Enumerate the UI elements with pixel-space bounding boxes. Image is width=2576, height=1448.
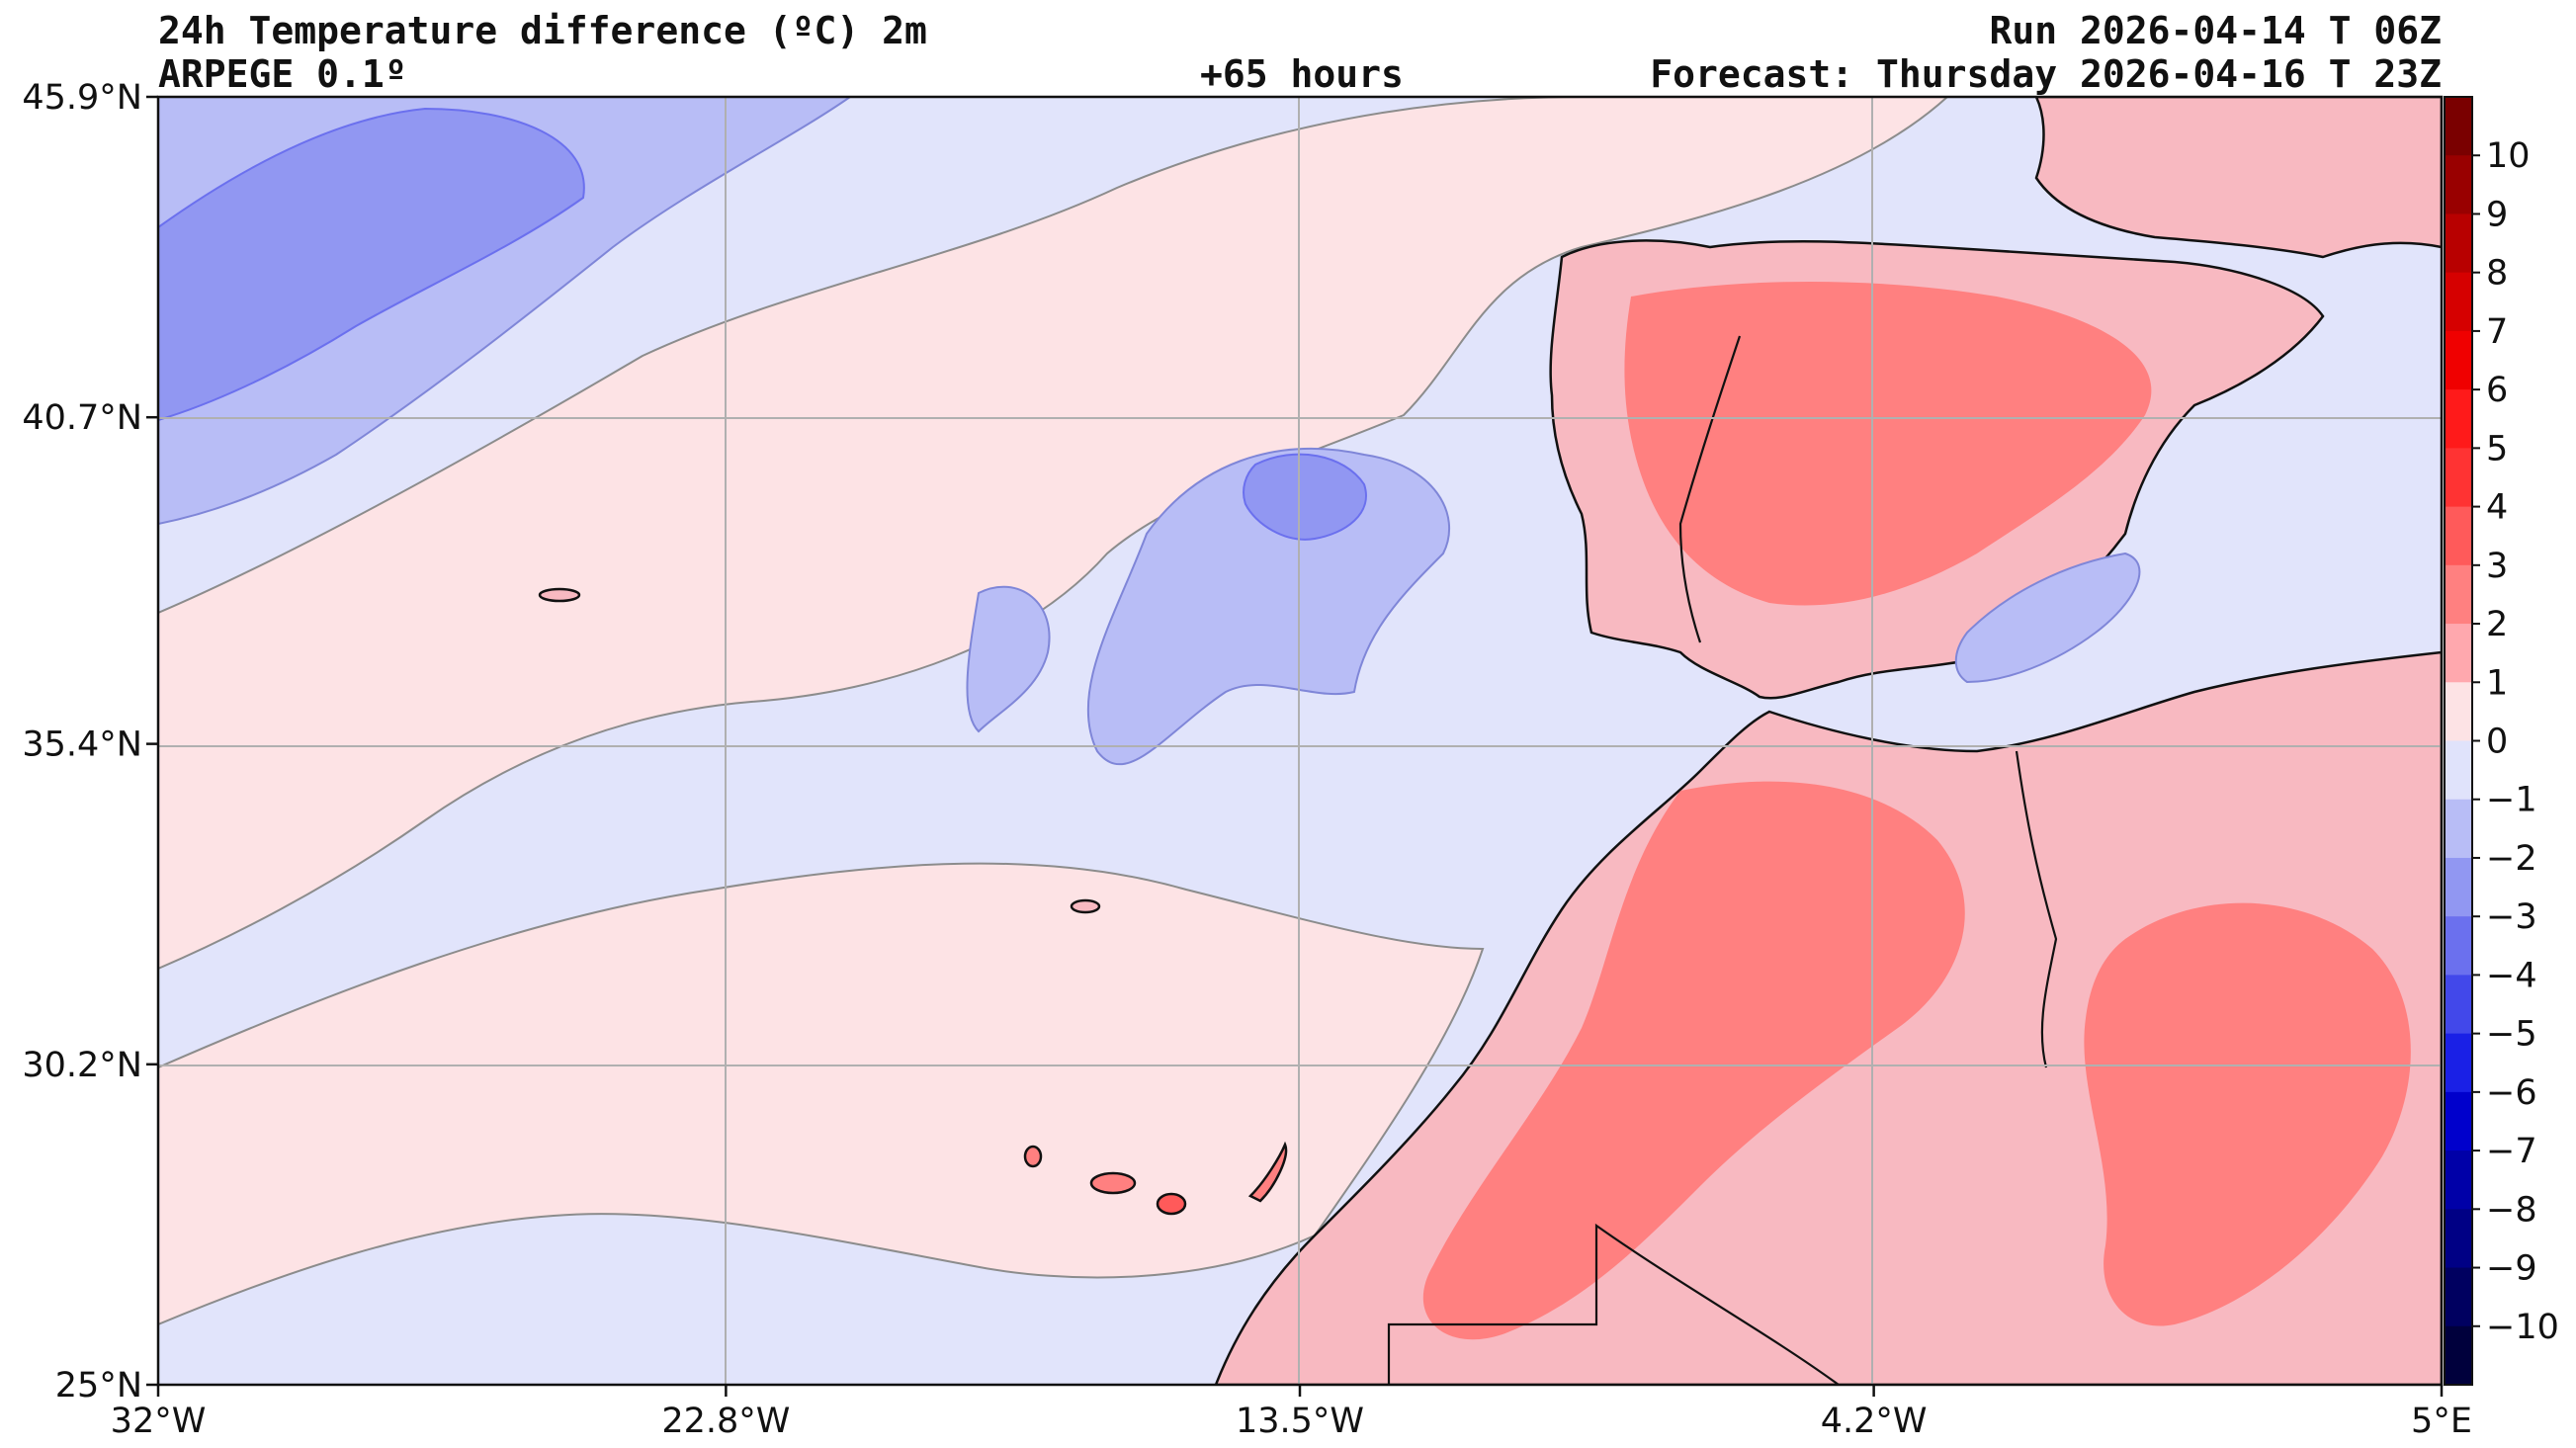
lat-tick-label: 25°N [55,1366,142,1405]
colorbar-band [2445,272,2472,332]
small-island-central [1070,898,1101,914]
map-plot-area [158,97,2442,1385]
colorbar-tick-label: −7 [2486,1132,2537,1171]
colorbar-tick-label: −5 [2486,1015,2537,1055]
colorbar-band [2445,1091,2472,1151]
colorbar-tick-label: 3 [2486,547,2508,586]
lon-tick-label: 22.8°W [661,1402,790,1441]
mediterranean-cold-patch [1954,552,2141,684]
colorbar-band [2445,1267,2472,1327]
colorbar-tick-label: 1 [2486,663,2508,703]
colorbar-band [2445,857,2472,917]
colorbar-tick-label: −8 [2486,1190,2537,1230]
colorbar-band [2445,564,2472,625]
lon-tick-label: 13.5°W [1236,1402,1364,1441]
colorbar-band [2445,448,2472,508]
canary-island-la-palma [1023,1145,1043,1168]
lat-tick-label: 35.4°N [22,725,142,765]
colorbar-band [2445,682,2472,741]
lon-tick-label: 32°W [111,1402,207,1441]
colorbar-band [2445,799,2472,859]
colorbar-band [2445,97,2472,156]
colorbar-band [2445,330,2472,390]
canary-island-gran-canaria [1156,1192,1187,1216]
colorbar-tick-label: −10 [2486,1308,2559,1347]
lat-tick-label: 45.9°N [22,78,142,118]
ocean-cold-blob-west [966,585,1051,733]
latitude-tick-labels: 45.9°N 40.7°N 35.4°N 30.2°N 25°N [22,78,158,1405]
colorbar-tick-label: 4 [2486,488,2508,528]
colorbar-band [2445,1150,2472,1210]
colorbar-band [2445,624,2472,683]
ocean-colder-core-northwest [158,107,585,422]
colorbar-tick-label: 5 [2486,429,2508,468]
colorbar-tick-label: −6 [2486,1073,2537,1113]
lon-tick-label: 4.2°W [1821,1402,1928,1441]
colorbar-band [2445,975,2472,1035]
colorbar-tick-label: 7 [2486,312,2508,352]
colorbar-tick-label: −4 [2486,956,2537,995]
colorbar-tick-label: 9 [2486,195,2508,234]
graticule [158,97,2442,1385]
colorbar-band [2445,740,2472,801]
africa-warm-east [2084,902,2411,1326]
colorbar-band [2445,155,2472,214]
western-sahara-border [1387,1223,1840,1385]
lead-time-label: +65 hours [1200,52,1404,96]
colorbar-tick-label: 8 [2486,254,2508,294]
colorbar-tick-label: 6 [2486,371,2508,410]
colorbar-band [2445,389,2472,449]
colorbar-tick-label: −1 [2486,781,2537,820]
colorbar-tick-label: 2 [2486,605,2508,644]
colorbar-band [2445,1033,2472,1093]
map-title: 24h Temperature difference (ºC) 2m [158,9,927,52]
africa-warm-core [1422,781,1965,1340]
ocean-warm-band [158,97,1949,971]
colorbar-tick-label: 0 [2486,723,2508,762]
colorbar-band [2445,1325,2472,1386]
france-south [2034,97,2442,259]
ocean-cold-blob-core [1243,453,1367,541]
colorbar-tick-label: −9 [2486,1249,2537,1289]
canary-island-fuerteventura [1247,1141,1288,1203]
colorbar-tick-label: −3 [2486,897,2537,937]
ocean-cold-blob-central [1086,448,1451,766]
colorbar-band [2445,916,2472,976]
model-label: ARPEGE 0.1º [158,52,407,96]
portugal-spain-border [1678,335,1742,643]
lat-tick-label: 40.7°N [22,398,142,438]
colorbar-band [2445,213,2472,274]
forecast-label: Forecast: Thursday 2026-04-16 T 23Z [1650,52,2442,96]
madeira-island [538,587,581,603]
lat-tick-label: 30.2°N [22,1046,142,1085]
lon-tick-label: 5°E [2411,1402,2472,1441]
morocco-algeria-border [2015,750,2058,1068]
longitude-tick-labels: 32°W 22.8°W 13.5°W 4.2°W 5°E [111,1385,2472,1441]
run-label: Run 2026-04-14 T 06Z [1989,9,2442,52]
colorbar-tick-label: −2 [2486,839,2537,879]
colorbar-band [2445,506,2472,566]
colorbar-tick-label: 10 [2486,136,2531,176]
iberia-warm-core [1624,282,2152,606]
colorbar-band [2445,1209,2472,1269]
canary-island-tenerife [1089,1171,1137,1195]
